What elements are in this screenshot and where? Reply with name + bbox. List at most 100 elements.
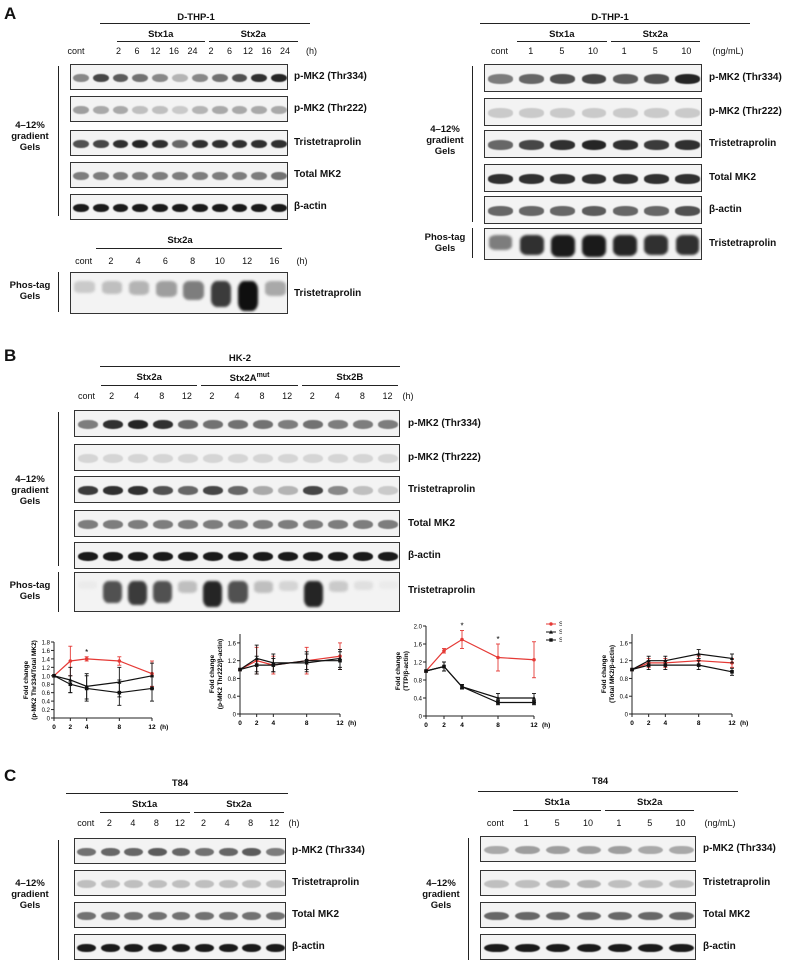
blot-band [102,551,123,562]
data-point [532,695,536,700]
lane-label: 10 [675,818,686,828]
lane-label: 4 [234,391,240,401]
line-chart: 0 0.4 0.8 1.2 1.6 0 2 4 8 12 (h) Fold change(p-MK2 … [209,634,356,727]
blot-band [328,485,349,496]
lane-label: 4 [334,391,340,401]
y-axis-label-line: (TTP/β-actin) [403,651,410,691]
y-axis-label-line: (Total MK2/β-actin) [609,645,616,703]
y-tick-label: 1.2 [228,659,237,665]
blot-band [251,105,268,115]
lane-label: 2 [201,818,207,828]
blot-band [328,419,349,430]
lane-label: 8 [159,391,165,401]
blot-row-label: Tristetraprolin [709,238,777,249]
data-point [663,663,668,667]
blot-band [328,519,349,530]
y-axis-label: Fold change(TTP/β-actin) [395,651,410,691]
western-blot [70,130,288,156]
blot-band [210,281,232,307]
cell-line-title: HK-2 [228,353,252,364]
y-tick-label: 1.2 [42,666,51,672]
blot-band [152,73,169,83]
blot-row-label: Tristetraprolin [408,484,476,495]
lane-label: 5 [652,46,658,56]
blot-row-label: Total MK2 [294,169,342,180]
blot-band [195,879,214,889]
blot-band [77,453,98,464]
gel-type-label: Phos-tag Gels [9,580,51,602]
blot-band [228,581,248,603]
data-point [496,695,500,700]
blot-band [77,847,97,857]
gel-type-label: 4–12% gradient Gels [426,124,464,157]
blot-band [152,105,169,115]
blot-band [638,943,664,953]
y-tick-label: 1.8 [42,641,51,647]
data-point [696,651,701,656]
lane-label: 12 [282,391,293,401]
blot-row-label: p-MK2 (Thr334) [292,845,365,856]
blot-band [253,581,273,593]
blot-band [644,235,669,256]
x-tick-label: 8 [496,722,500,729]
y-axis-label-line: Fold change [209,654,216,693]
group-label-text: Stx2a [136,372,162,383]
blot-band [488,206,514,216]
blot-band [643,74,669,84]
x-tick-label: 0 [238,720,242,727]
data-point [460,684,464,689]
lane-label: 10 [587,46,598,56]
blot-band [148,847,167,857]
y-tick-label: 0.6 [42,691,51,697]
blot-band [643,174,669,184]
blot-row-label: p-MK2 (Thr334) [709,72,782,83]
y-tick-label: 0 [419,715,423,721]
blot-band [484,911,509,921]
blot-band [353,485,374,496]
legend-label: Stx2B [559,638,562,644]
blot-band [231,171,248,181]
significance-star: * [85,648,88,657]
blot-band [576,845,602,855]
blot-band [674,74,700,84]
x-tick-label: 2 [255,720,259,727]
blot-band [227,485,249,496]
blot-band [514,911,540,921]
blot-band [191,105,208,115]
lane-label: 12 [269,818,280,828]
blot-band [669,879,694,889]
group-label: Stx2Amut [199,372,299,384]
blot-band [202,519,223,530]
blot-band [202,419,223,430]
blot-band [211,105,228,115]
blot-band [153,581,173,603]
x-tick-label: 12 [728,720,736,727]
blot-band [112,139,129,149]
blot-band [519,206,545,216]
y-tick-label: 1.2 [620,659,629,665]
blot-band [674,206,700,216]
western-blot [480,902,696,928]
y-axis-label-line: Fold change [601,654,608,693]
group-label: Stx2a [99,372,199,383]
bracket-line [58,412,59,566]
blot-band [171,943,191,953]
x-tick-label: 4 [272,720,276,727]
blot-band [581,174,607,184]
y-tick-label: 0.8 [42,683,51,689]
group-line [116,41,205,42]
y-tick-label: 0.4 [42,700,51,706]
data-point [696,663,701,667]
blot-band [77,943,97,953]
lane-label: 16 [261,46,272,56]
blot-band [92,105,109,115]
gel-type-label: 4–12% gradient Gels [422,878,460,911]
blot-band [265,911,285,921]
blot-band [92,73,109,83]
data-point [304,658,309,663]
western-blot [70,96,288,122]
blot-band [152,139,169,149]
blot-band [152,203,169,213]
y-axis-label-line: Fold change [23,660,30,699]
line-chart: 0 0.4 0.8 1.2 1.6 0 2 4 8 12 (h) Fold change(Total … [601,634,748,727]
